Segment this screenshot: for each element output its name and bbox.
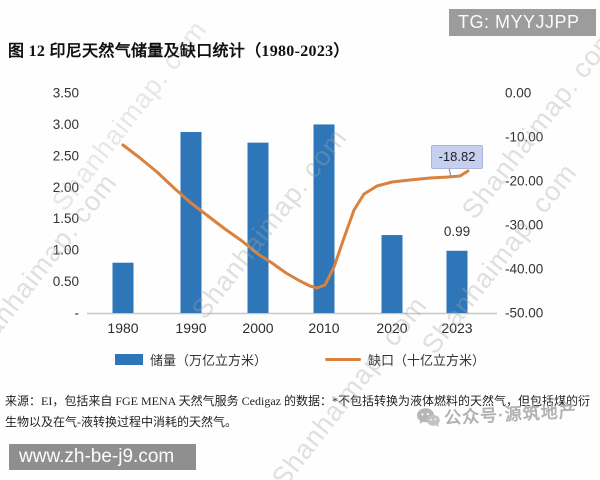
reserves-bar-2023 xyxy=(446,250,468,313)
gap-line xyxy=(121,143,470,290)
right-axis-tick: -50.00 xyxy=(505,306,543,321)
left-axis-tick: 0.50 xyxy=(53,274,79,289)
x-axis-label-2020: 2020 xyxy=(376,320,407,336)
right-axis-tick: -20.00 xyxy=(505,174,543,189)
wechat-icon xyxy=(416,407,440,427)
chart-legend: 储量（万亿立方米） 缺口（十亿立方米） xyxy=(0,350,600,369)
x-axis-label-1990: 1990 xyxy=(175,320,206,336)
reserves-bar-1990 xyxy=(180,131,202,313)
left-axis-tick: 2.00 xyxy=(53,180,79,195)
right-axis-tick: -40.00 xyxy=(505,262,543,277)
left-axis-tick: 1.50 xyxy=(53,211,79,226)
gap-legend-label: 缺口（十亿立方米） xyxy=(368,353,486,368)
legend-item-reserves: 储量（万亿立方米） xyxy=(114,350,267,369)
reserves-bar-2020 xyxy=(381,235,403,313)
reserves-bar-2000 xyxy=(247,142,269,313)
source-note: 来源：EI，包括来自 FGE MENA 天然气服务 Cedigaz 的数据：*不… xyxy=(5,394,590,429)
legend-item-gap: 缺口（十亿立方米） xyxy=(325,350,485,369)
gap-swatch xyxy=(325,358,361,361)
wechat-watermark: 公众号·源筑地产 xyxy=(415,397,577,430)
reserves-legend-label: 储量（万亿立方米） xyxy=(149,353,267,368)
reserves-bar-2010 xyxy=(313,124,335,313)
x-axis-label-2010: 2010 xyxy=(308,320,339,336)
x-axis-label-1980: 1980 xyxy=(107,320,138,336)
gap-label-connector xyxy=(448,167,452,178)
right-axis-tick: -10.00 xyxy=(505,130,543,145)
left-axis-tick: 1.00 xyxy=(53,243,79,258)
right-axis-tick: 0.00 xyxy=(505,86,531,101)
website-badge: www.zh-be-j9.com xyxy=(9,444,196,470)
reserve-2023-data-label: 0.99 xyxy=(443,224,471,239)
figure-title: 图 12 印尼天然气储量及缺口统计（1980-2023） xyxy=(8,43,350,60)
left-axis-tick: 2.50 xyxy=(53,148,79,163)
left-axis-tick: - xyxy=(75,306,80,321)
reserves-swatch xyxy=(114,354,143,365)
right-axis-tick: -30.00 xyxy=(505,218,543,233)
left-axis-tick: 3.00 xyxy=(53,117,79,132)
left-axis-tick: 3.50 xyxy=(53,86,79,101)
gap-2023-data-label: -18.82 xyxy=(431,145,483,169)
x-axis-label-2000: 2000 xyxy=(242,320,273,336)
reserves-bar-1980 xyxy=(112,262,134,313)
telegram-badge: TG: MYYJJPP xyxy=(449,9,596,36)
x-axis-label-2023: 2023 xyxy=(441,320,472,336)
